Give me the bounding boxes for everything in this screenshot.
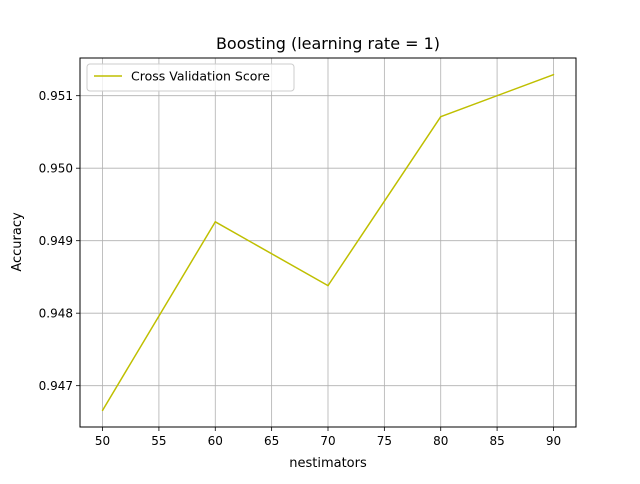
x-tick-label: 80 (433, 434, 448, 448)
y-tick-label: 0.950 (39, 162, 73, 176)
data-point (101, 409, 104, 412)
x-tick-label: 50 (95, 434, 110, 448)
legend: Cross Validation Score (86, 63, 295, 92)
x-tick-label: 70 (320, 434, 335, 448)
legend-label: Cross Validation Score (131, 69, 270, 84)
y-tick-label: 0.951 (39, 89, 73, 103)
x-tick-label: 60 (208, 434, 223, 448)
data-point (552, 73, 555, 76)
x-tick-label: 65 (264, 434, 279, 448)
data-point (439, 115, 442, 118)
y-tick-label: 0.948 (39, 307, 73, 321)
y-tick-label: 0.949 (39, 234, 73, 248)
y-tick-label: 0.947 (39, 379, 73, 393)
y-axis-label: Accuracy (10, 212, 25, 272)
legend-box (86, 63, 295, 92)
x-tick-label: 85 (489, 434, 504, 448)
x-tick-label: 55 (151, 434, 166, 448)
x-tick-label: 75 (377, 434, 392, 448)
data-point (327, 284, 329, 287)
series-lines (101, 73, 555, 412)
x-axis-ticks: 50 55 60 65 70 75 80 85 90 (95, 427, 561, 448)
y-axis-ticks: 0.947 0.948 0.949 0.950 0.951 (39, 89, 80, 393)
data-point (214, 221, 217, 223)
gridlines (80, 58, 576, 427)
x-tick-label: 90 (546, 434, 561, 448)
chart-title: Boosting (learning rate = 1) (216, 34, 440, 53)
x-axis-label: nestimators (289, 456, 367, 471)
